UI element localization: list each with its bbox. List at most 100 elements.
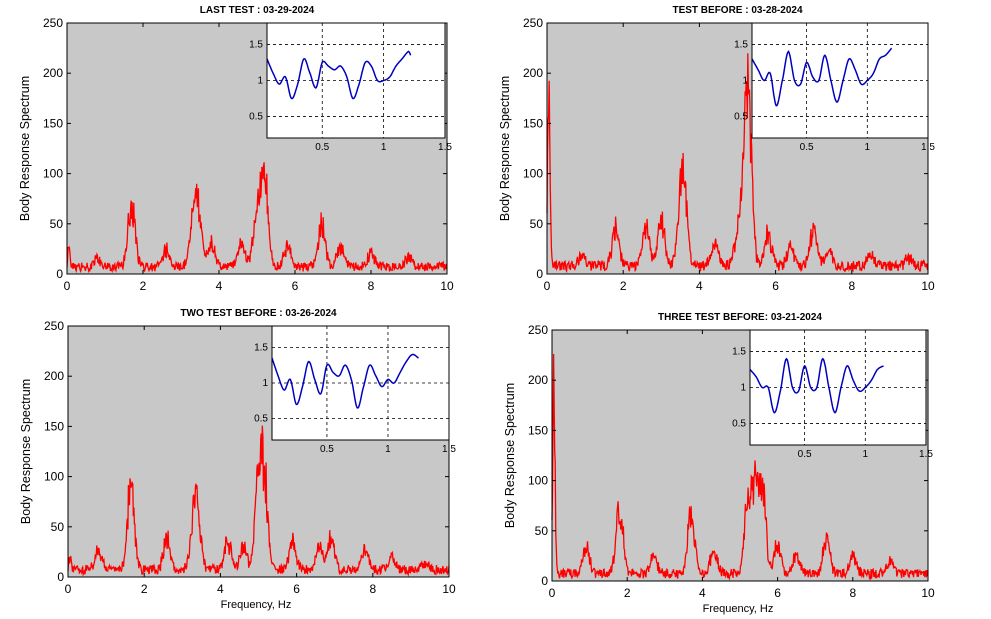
x-tick-label: 8 (849, 586, 856, 600)
x-tick-label: 4 (217, 582, 224, 596)
y-tick-label: 0 (56, 267, 63, 281)
y-tick-label: 250 (523, 16, 543, 30)
x-tick-label: 8 (369, 582, 376, 596)
inset-y-tick-label: 0.5 (254, 414, 268, 425)
inset-x-tick-label: 1.5 (919, 449, 933, 460)
inset-x-tick-label: 1.5 (438, 142, 452, 153)
chart-title: THREE TEST BEFORE: 03-21-2024 (658, 312, 822, 323)
y-tick-label: 0 (541, 574, 548, 588)
y-tick-label: 250 (43, 16, 63, 30)
inset-line (271, 353, 419, 409)
x-tick-label: 6 (772, 279, 779, 293)
x-tick-label: 6 (774, 586, 781, 600)
x-axis-label: Frequency, Hz (221, 599, 292, 611)
inset-frame (266, 22, 446, 139)
x-tick-label: 0 (549, 586, 556, 600)
chart-title: LAST TEST : 03-29-2024 (200, 5, 315, 16)
y-tick-label: 0 (536, 267, 543, 281)
inset-x-tick-label: 0.5 (315, 142, 329, 153)
inset-x-tick-label: 0.5 (800, 142, 814, 153)
y-tick-label: 0 (57, 570, 64, 584)
inset-chart: 0.5 1 1.5 0.5 1 1.5 (734, 22, 935, 153)
y-axis-label: Body Response Spectrum (18, 76, 32, 221)
inset-x-tick-label: 1 (381, 142, 387, 153)
inset-y-tick-label: 1 (262, 378, 268, 389)
x-tick-label: 6 (292, 279, 299, 293)
inset-line (266, 50, 412, 100)
inset-y-tick-label: 1 (742, 76, 748, 87)
x-tick-label: 2 (140, 279, 147, 293)
y-axis-label: Body Response Spectrum (503, 383, 517, 528)
inset-x-tick-label: 1.5 (442, 444, 456, 455)
y-tick-label: 200 (528, 373, 548, 387)
y-tick-label: 100 (43, 167, 63, 181)
y-tick-label: 100 (44, 470, 64, 484)
x-tick-label: 4 (696, 279, 703, 293)
y-tick-label: 50 (51, 520, 65, 534)
inset-background (266, 22, 446, 139)
inset-x-tick-label: 1 (865, 142, 871, 153)
inset-y-tick-label: 1 (740, 383, 746, 394)
inset-x-tick-label: 1 (863, 449, 869, 460)
x-tick-label: 0 (64, 279, 71, 293)
x-tick-label: 8 (848, 279, 855, 293)
spectrum-line (551, 353, 929, 581)
x-tick-label: 8 (368, 279, 375, 293)
inset-x-tick-label: 1.5 (921, 142, 935, 153)
x-tick-label: 2 (624, 586, 631, 600)
inset-frame (751, 22, 929, 139)
y-tick-label: 50 (50, 217, 64, 231)
inset-frame (271, 325, 450, 441)
y-tick-label: 150 (43, 116, 63, 130)
inset-y-tick-label: 1.5 (249, 40, 263, 51)
inset-y-tick-label: 1.5 (734, 40, 748, 51)
x-tick-label: 10 (440, 279, 454, 293)
inset-y-tick-label: 1.5 (254, 342, 268, 353)
y-tick-label: 150 (528, 423, 548, 437)
y-tick-label: 250 (44, 319, 64, 333)
inset-x-tick-label: 0.5 (320, 444, 334, 455)
x-tick-label: 10 (921, 586, 935, 600)
y-tick-label: 150 (523, 116, 543, 130)
y-tick-label: 100 (523, 167, 543, 181)
y-axis-label: Body Response Spectrum (498, 76, 512, 221)
plot-frame (551, 329, 929, 582)
x-tick-label: 0 (544, 279, 551, 293)
y-tick-label: 200 (43, 66, 63, 80)
inset-background (271, 325, 450, 441)
inset-frame (749, 329, 927, 446)
y-tick-label: 200 (44, 369, 64, 383)
inset-chart: 0.5 1 1.5 0.5 1 1.5 (732, 329, 933, 460)
inset-x-tick-label: 0.5 (798, 449, 812, 460)
x-tick-label: 2 (141, 582, 148, 596)
y-tick-label: 150 (44, 419, 64, 433)
x-tick-label: 6 (293, 582, 300, 596)
chart-title: TEST BEFORE : 03-28-2024 (672, 5, 802, 16)
y-axis-label: Body Response Spectrum (19, 379, 33, 524)
inset-line (749, 357, 884, 414)
y-tick-label: 200 (523, 66, 543, 80)
x-tick-label: 4 (699, 586, 706, 600)
inset-y-tick-label: 1.5 (732, 347, 746, 358)
x-axis-label: Frequency, Hz (703, 603, 774, 615)
inset-line (751, 47, 893, 107)
x-tick-label: 0 (65, 582, 72, 596)
x-tick-label: 2 (620, 279, 627, 293)
inset-chart: 0.5 1 1.5 0.5 1 1.5 (249, 22, 452, 153)
y-tick-label: 100 (528, 474, 548, 488)
inset-y-tick-label: 0.5 (734, 111, 748, 122)
plot-frame (546, 22, 929, 275)
spectrum-line (66, 162, 448, 274)
chart-title: TWO TEST BEFORE : 03-26-2024 (180, 308, 337, 319)
plot-frame (67, 325, 450, 578)
y-tick-label: 250 (528, 323, 548, 337)
y-tick-label: 50 (530, 217, 544, 231)
x-tick-label: 10 (921, 279, 935, 293)
inset-y-tick-label: 1 (257, 76, 263, 87)
plot-frame (66, 22, 448, 275)
inset-y-tick-label: 0.5 (249, 111, 263, 122)
inset-chart: 0.5 1 1.5 0.5 1 1.5 (254, 325, 456, 455)
inset-y-tick-label: 0.5 (732, 418, 746, 429)
